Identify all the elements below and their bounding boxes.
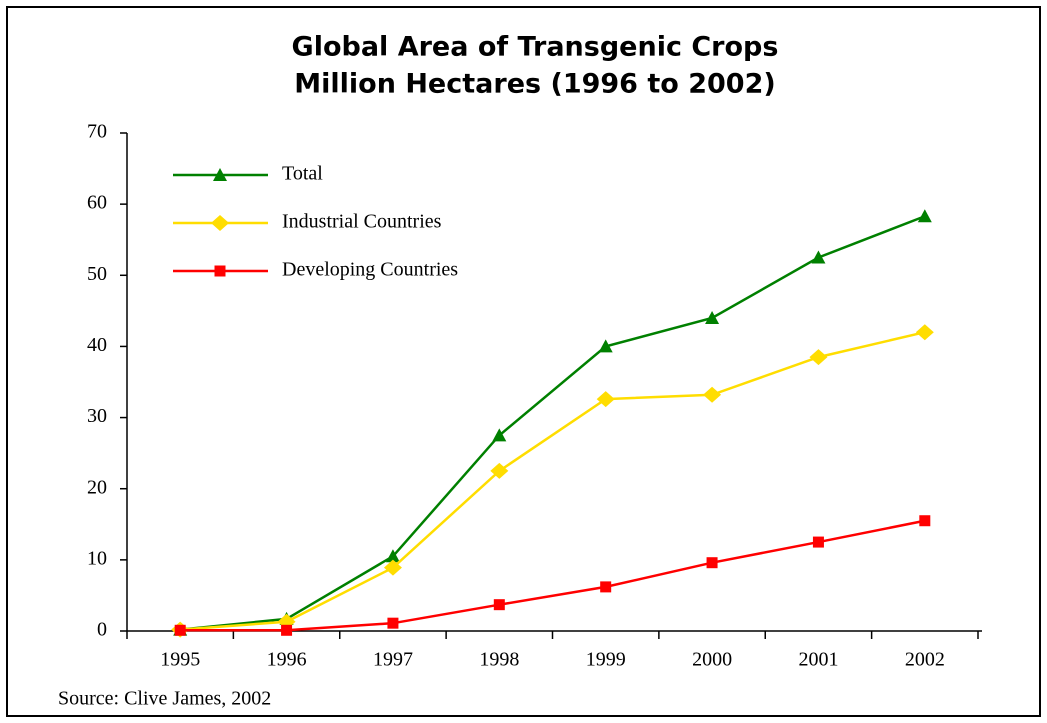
source-note: Source: Clive James, 2002 (58, 688, 271, 710)
marker-diamond (596, 391, 615, 408)
marker-triangle (492, 428, 507, 442)
marker-diamond (915, 324, 934, 341)
y-tick-label: 50 (87, 263, 107, 285)
y-tick-label: 0 (97, 619, 107, 641)
series-line (180, 330, 926, 631)
marker-square (281, 624, 293, 636)
chart-title: Global Area of Transgenic Crops (292, 32, 779, 63)
y-tick-label: 30 (87, 405, 107, 427)
x-tick-label: 1995 (160, 649, 200, 671)
marker-square (600, 581, 612, 593)
marker-square (493, 599, 505, 611)
marker-diamond (703, 386, 722, 403)
marker-square (919, 515, 931, 527)
legend-label: Total (282, 163, 323, 185)
series-line (180, 215, 926, 631)
x-tick-label: 1997 (373, 649, 413, 671)
y-tick-label: 20 (87, 476, 107, 498)
y-tick-label: 40 (87, 334, 107, 356)
marker-diamond (211, 215, 229, 231)
marker-square (706, 557, 718, 569)
x-tick-label: 2002 (905, 649, 945, 671)
x-tick-label: 2000 (692, 649, 732, 671)
y-tick-label: 60 (87, 192, 107, 214)
y-tick-label: 70 (87, 121, 107, 143)
series-line (180, 519, 926, 632)
marker-square (174, 624, 186, 636)
x-tick-label: 1999 (586, 649, 626, 671)
chart-subtitle: Million Hectares (1996 to 2002) (294, 69, 775, 100)
frame (6, 6, 1041, 717)
marker-square (387, 617, 399, 629)
x-tick-label: 1996 (267, 649, 307, 671)
marker-triangle (917, 209, 932, 223)
marker-diamond (383, 559, 402, 576)
x-tick-label: 1998 (479, 649, 519, 671)
marker-triangle (598, 339, 613, 353)
legend-label: Industrial Countries (282, 211, 442, 233)
marker-triangle (705, 310, 720, 324)
marker-square (812, 536, 824, 548)
x-tick-label: 2001 (798, 649, 838, 671)
marker-triangle (385, 549, 400, 563)
marker-diamond (490, 462, 509, 479)
marker-triangle (213, 168, 227, 181)
marker-triangle (811, 250, 826, 264)
marker-diamond (809, 349, 828, 366)
legend-label: Developing Countries (282, 259, 458, 281)
marker-square (214, 265, 226, 277)
y-tick-label: 10 (87, 547, 107, 569)
